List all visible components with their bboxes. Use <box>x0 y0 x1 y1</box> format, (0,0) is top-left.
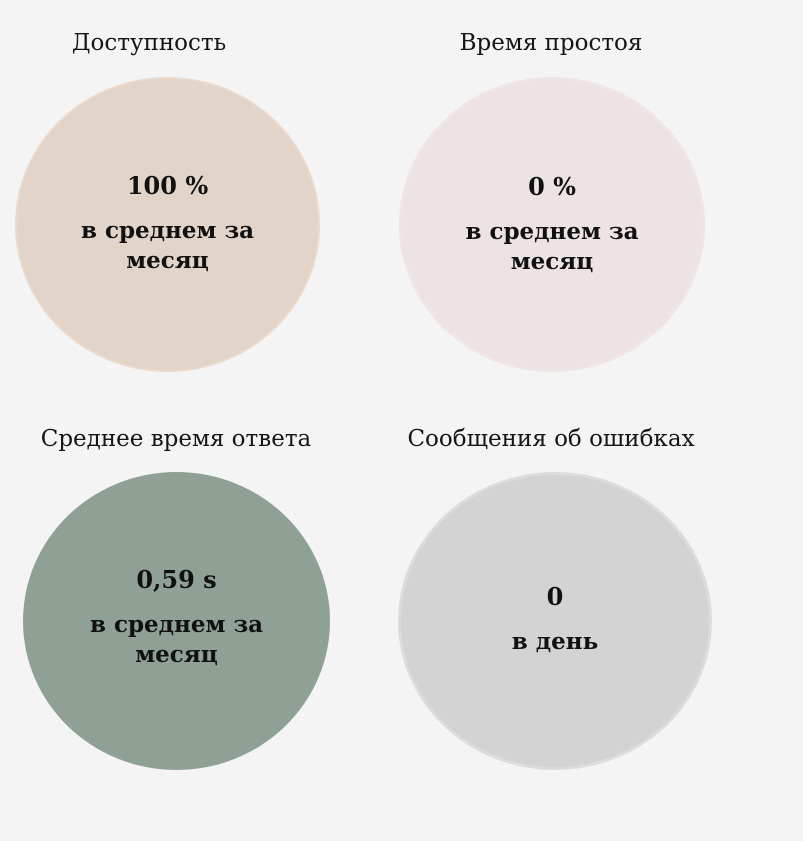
errors-period: в день <box>511 628 599 655</box>
errors-value: 0 <box>546 582 564 611</box>
response-time-title: Среднее время ответа <box>40 426 312 452</box>
availability-title: Доступность <box>71 30 227 56</box>
downtime-value: 0 % <box>528 172 576 201</box>
errors-title: Сообщения об ошибках <box>407 426 695 452</box>
downtime-title: Время простоя <box>459 30 643 56</box>
availability-value: 100 % <box>126 171 209 200</box>
response-time-period: в среднем за месяц <box>89 611 264 668</box>
response-time-value: 0,59 s <box>136 565 217 594</box>
downtime-circle: 0 % в среднем за месяц <box>399 77 705 372</box>
availability-period: в среднем за месяц <box>80 217 255 274</box>
availability-circle: 100 % в среднем за месяц <box>15 77 320 372</box>
errors-circle: 0 в день <box>398 472 712 770</box>
response-time-circle: 0,59 s в среднем за месяц <box>23 472 330 770</box>
downtime-period: в среднем за месяц <box>465 218 639 275</box>
